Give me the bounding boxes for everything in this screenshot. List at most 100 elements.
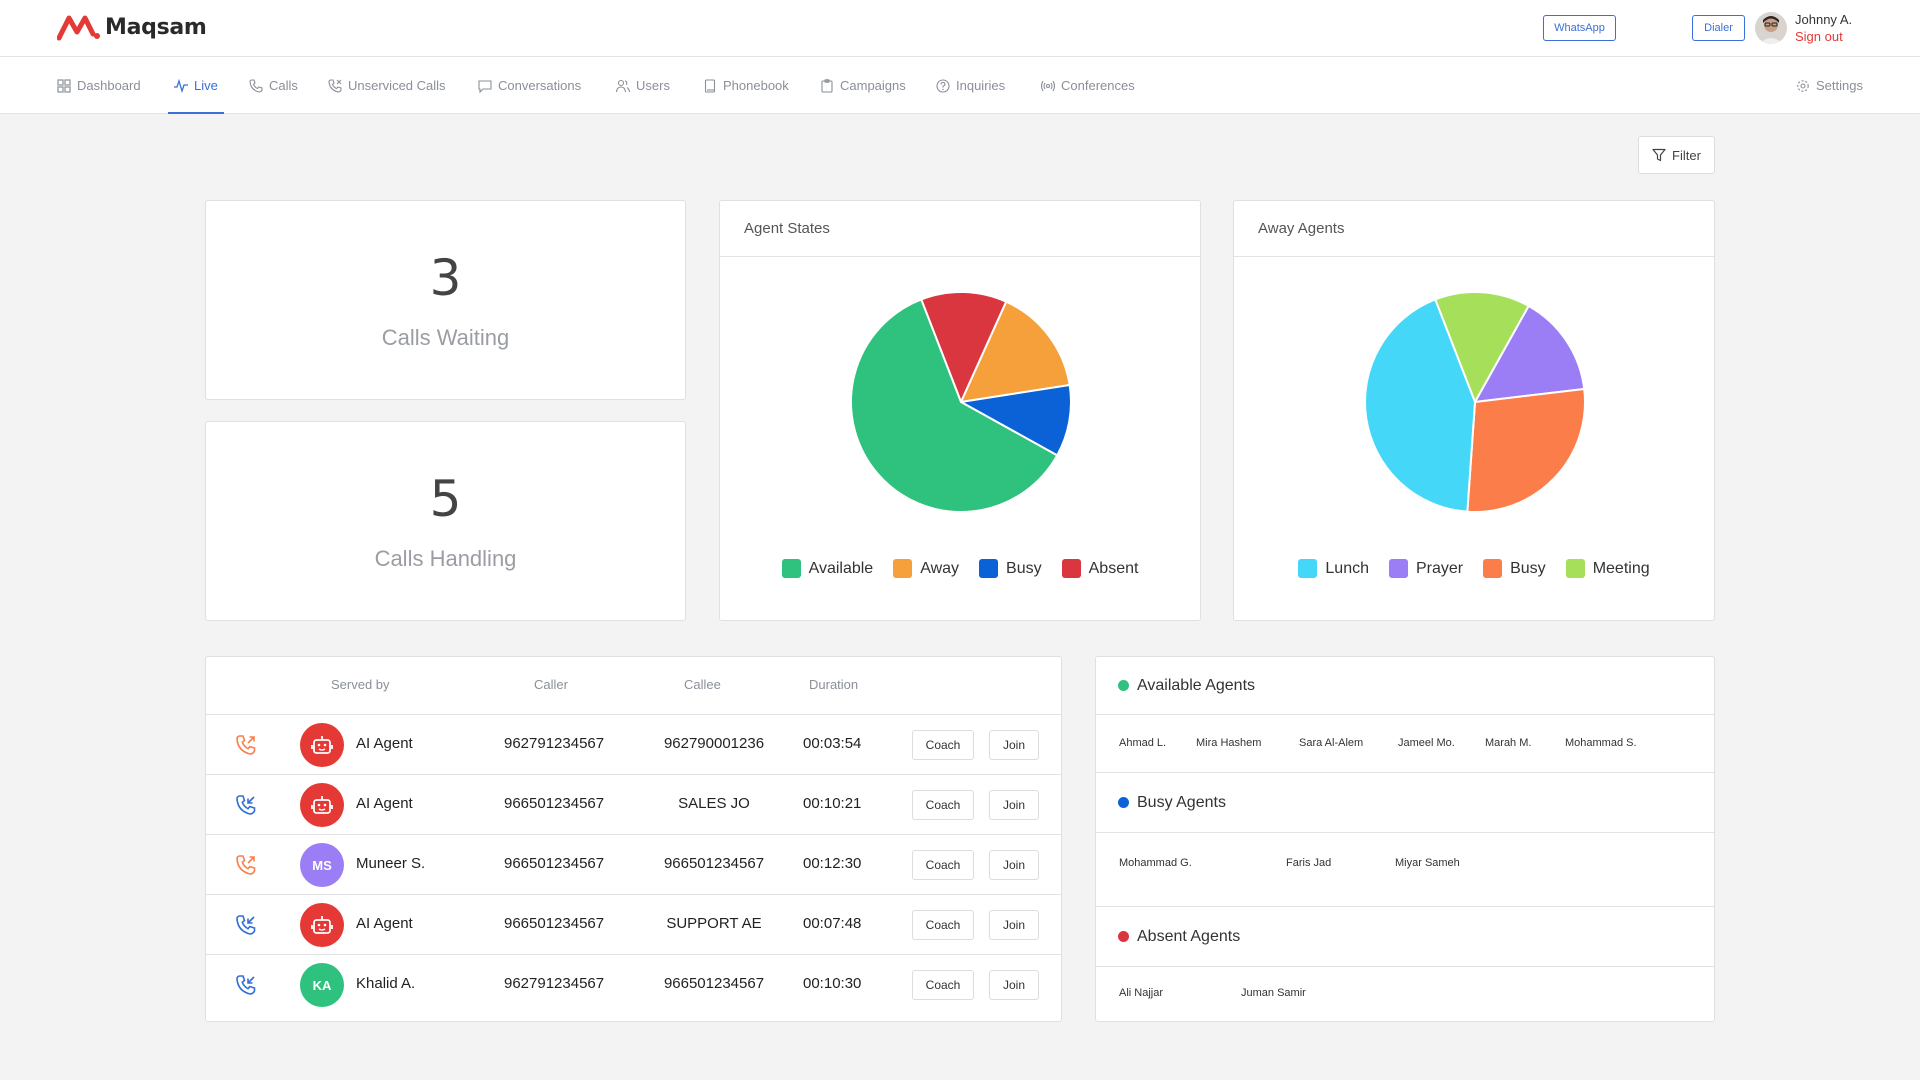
tab-users[interactable]: Users xyxy=(616,57,670,114)
pie-slice-meeting[interactable] xyxy=(1433,291,1531,405)
join-button[interactable]: Join xyxy=(989,730,1039,760)
agent-states-card: Agent States Available Away Busy Absent xyxy=(719,200,1201,621)
absent-agents-header: Absent Agents xyxy=(1096,907,1714,967)
calls-waiting-card: 3 Calls Waiting xyxy=(205,200,686,400)
join-button[interactable]: Join xyxy=(989,970,1039,1000)
tab-campaigns[interactable]: Campaigns xyxy=(820,57,906,114)
caller-number: 962791234567 xyxy=(504,735,605,752)
legend-item-away[interactable]: Away xyxy=(893,559,959,578)
caller-number: 966501234567 xyxy=(504,795,605,812)
dialer-button[interactable]: Dialer xyxy=(1692,15,1745,41)
tab-conferences[interactable]: Conferences xyxy=(1041,57,1135,114)
whatsapp-button[interactable]: WhatsApp xyxy=(1543,15,1616,41)
agent-name[interactable]: Ahmad L. xyxy=(1119,737,1167,749)
user-photo-icon xyxy=(1755,12,1787,44)
table-header: Served by Caller Callee Duration xyxy=(206,657,1061,715)
served-by-name: Khalid A. xyxy=(356,975,416,992)
legend-item-available[interactable]: Available xyxy=(781,559,873,578)
tab-conversations[interactable]: Conversations xyxy=(478,57,581,114)
legend-swatch xyxy=(781,559,801,578)
agent-name[interactable]: Ali Najjar xyxy=(1119,987,1164,999)
legend-swatch xyxy=(1388,559,1408,578)
agent-name[interactable]: Jameel Mo. xyxy=(1398,737,1455,749)
legend-item-busy[interactable]: Busy xyxy=(979,559,1042,578)
agent-name[interactable]: Miyar Sameh xyxy=(1395,857,1460,869)
user-avatar[interactable] xyxy=(1755,12,1787,44)
pie-slice-away[interactable] xyxy=(959,300,1071,404)
agent-name[interactable]: Mira Hashem xyxy=(1196,737,1262,749)
agent-name[interactable]: Mohammad G. xyxy=(1119,857,1192,869)
coach-button[interactable]: Coach xyxy=(912,970,974,1000)
book-icon xyxy=(704,78,716,93)
legend-swatch xyxy=(893,559,913,578)
tab-label: Campaigns xyxy=(840,78,906,93)
tab-inquiries[interactable]: Inquiries xyxy=(936,57,1005,114)
pie-slice-available[interactable] xyxy=(850,298,1059,513)
agent-name[interactable]: Sara Al-Alem xyxy=(1299,737,1364,749)
calls-handling-value: 5 xyxy=(429,470,462,528)
legend-item-lunch[interactable]: Lunch xyxy=(1298,559,1369,578)
coach-button[interactable]: Coach xyxy=(912,910,974,940)
served-by-name: AI Agent xyxy=(356,915,413,932)
filter-button[interactable]: Filter xyxy=(1638,136,1715,174)
tab-live[interactable]: Live xyxy=(168,57,224,114)
served-by-name: AI Agent xyxy=(356,735,413,752)
coach-button[interactable]: Coach xyxy=(912,850,974,880)
pie-slice-prayer[interactable] xyxy=(1473,304,1586,404)
agents-panel: Available Agents Ahmad L. Mira Hashem Sara… xyxy=(1095,656,1715,1022)
absent-dot-icon xyxy=(1118,931,1129,942)
legend-swatch xyxy=(1565,559,1585,578)
agent-states-legend: Available Away Busy Absent xyxy=(720,559,1200,578)
tab-phonebook[interactable]: Phonebook xyxy=(703,57,789,114)
away-agents-card: Away Agents Lunch Prayer Busy Meeting xyxy=(1233,200,1715,621)
legend-item-busy[interactable]: Busy xyxy=(1483,559,1546,578)
agent-name[interactable]: Juman Samir xyxy=(1241,987,1306,999)
settings-label: Settings xyxy=(1816,78,1863,93)
settings-link[interactable]: Settings xyxy=(1796,57,1863,114)
legend-label: Busy xyxy=(1510,559,1546,577)
legend-item-meeting[interactable]: Meeting xyxy=(1565,559,1650,578)
avatar-initials: KA xyxy=(312,977,332,993)
incoming-call-icon xyxy=(234,973,258,997)
tab-dashboard[interactable]: Dashboard xyxy=(57,57,141,114)
coach-button[interactable]: Coach xyxy=(912,790,974,820)
calls-waiting-value: 3 xyxy=(429,249,462,307)
table-row: KA Khalid A. 962791234567 966501234567 00:10… xyxy=(206,955,1061,1015)
chat-icon xyxy=(478,79,492,93)
phone-icon xyxy=(249,78,263,93)
callee-value: 966501234567 xyxy=(663,855,765,872)
tab-calls[interactable]: Calls xyxy=(249,57,298,114)
call-duration: 00:07:48 xyxy=(803,915,862,932)
legend-swatch xyxy=(1483,559,1503,578)
col-callee: Callee xyxy=(684,677,721,692)
available-agents-list: Ahmad L. Mira Hashem Sara Al-Alem Jameel Mo… xyxy=(1096,715,1714,773)
pie-slice-lunch[interactable] xyxy=(1364,298,1477,513)
pie-slice-busy[interactable] xyxy=(957,383,1072,457)
legend-swatch xyxy=(979,559,999,578)
tab-label: Conversations xyxy=(498,78,582,93)
coach-button[interactable]: Coach xyxy=(912,730,974,760)
available-agents-title: Available Agents xyxy=(1137,676,1256,694)
robot-icon xyxy=(300,723,344,767)
legend-item-prayer[interactable]: Prayer xyxy=(1388,559,1463,578)
filter-icon xyxy=(1652,148,1666,162)
legend-item-absent[interactable]: Absent xyxy=(1061,559,1138,578)
logo[interactable]: Maqsam xyxy=(57,12,207,42)
join-button[interactable]: Join xyxy=(989,790,1039,820)
agent-name[interactable]: Marah M. xyxy=(1485,737,1532,749)
away-agents-pie-chart xyxy=(1364,291,1586,513)
join-button[interactable]: Join xyxy=(989,850,1039,880)
absent-agents-title: Absent Agents xyxy=(1137,927,1241,945)
legend-swatch xyxy=(1061,559,1081,578)
sign-out-link[interactable]: Sign out xyxy=(1795,29,1843,44)
activity-icon xyxy=(174,78,188,93)
agent-name[interactable]: Faris Jad xyxy=(1286,857,1332,869)
pie-slice-absent[interactable] xyxy=(919,291,1008,405)
tab-unserviced-calls[interactable]: Unserviced Calls xyxy=(328,57,446,114)
agent-name[interactable]: Mohammad S. xyxy=(1565,737,1637,749)
legend-label: Lunch xyxy=(1325,559,1369,577)
avatar-initials: MS xyxy=(312,857,332,873)
calls-handling-card: 5 Calls Handling xyxy=(205,421,686,621)
pie-slice-busy[interactable] xyxy=(1466,387,1586,513)
join-button[interactable]: Join xyxy=(989,910,1039,940)
